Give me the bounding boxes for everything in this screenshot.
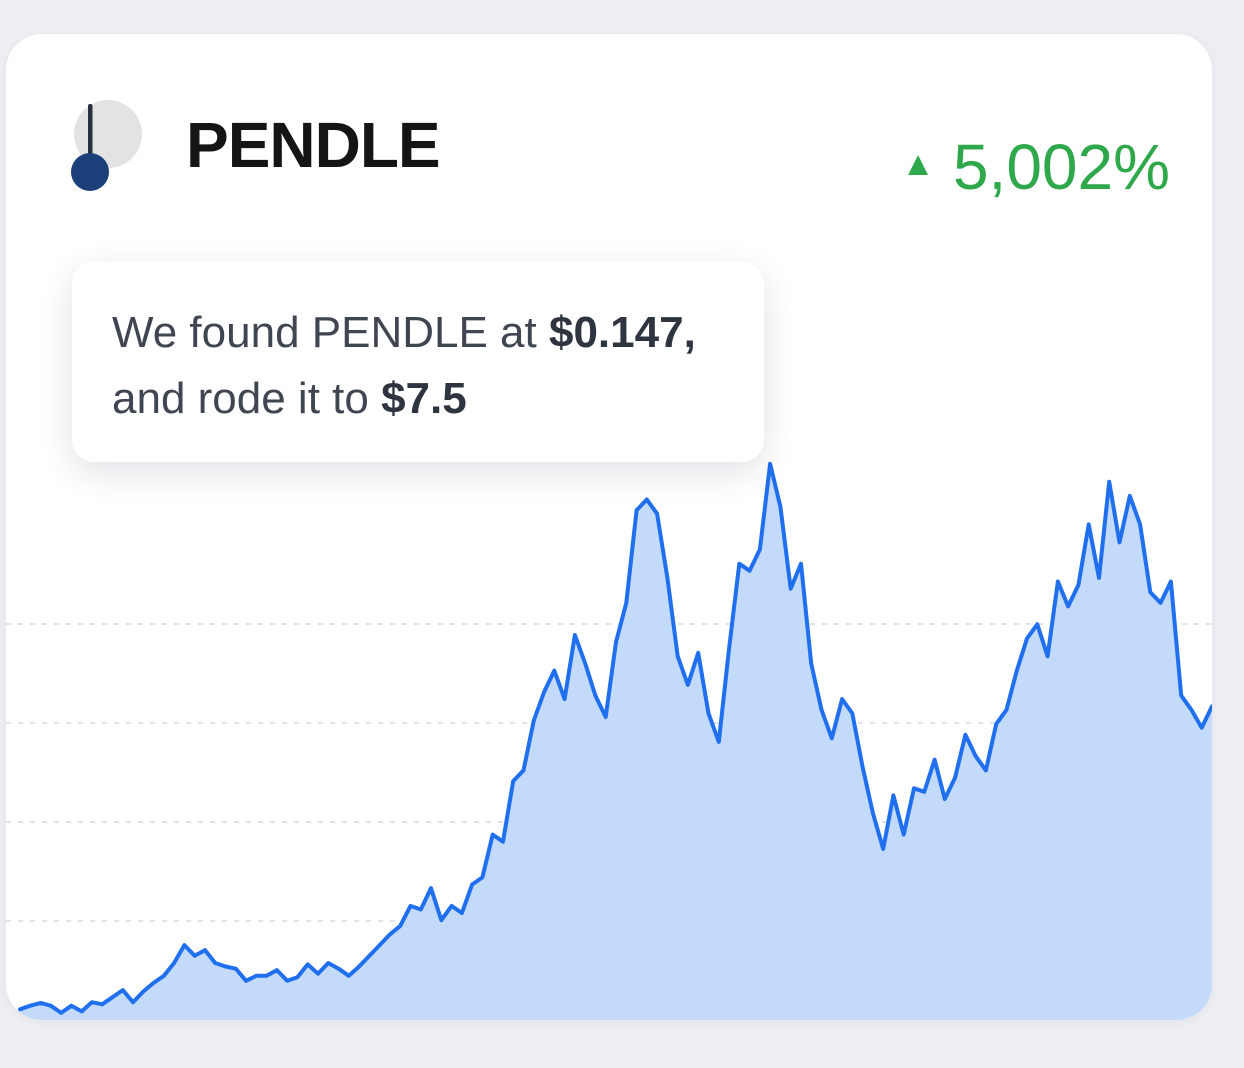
tooltip-line-2: and rode it to $7.5 (112, 374, 467, 423)
price-chart (6, 461, 1212, 1020)
trend-up-icon: ▲ (901, 145, 935, 183)
tooltip-line-1: We found PENDLE at $0.147, (112, 308, 696, 357)
exit-price: $7.5 (381, 374, 467, 423)
trade-summary-tooltip: We found PENDLE at $0.147, and rode it t… (72, 262, 764, 462)
token-symbol: PENDLE (186, 109, 441, 181)
pendle-logo-icon (71, 100, 142, 191)
entry-price: $0.147, (548, 308, 696, 357)
price-area-fill (20, 463, 1212, 1020)
price-series-line (18, 461, 1212, 1015)
token-performance-card[interactable]: PENDLE ▲ 5,002% We found PENDLE at $0.14… (6, 34, 1212, 1020)
price-change-percent: 5,002% (952, 131, 1170, 203)
price-change: ▲ 5,002% (901, 130, 1170, 204)
